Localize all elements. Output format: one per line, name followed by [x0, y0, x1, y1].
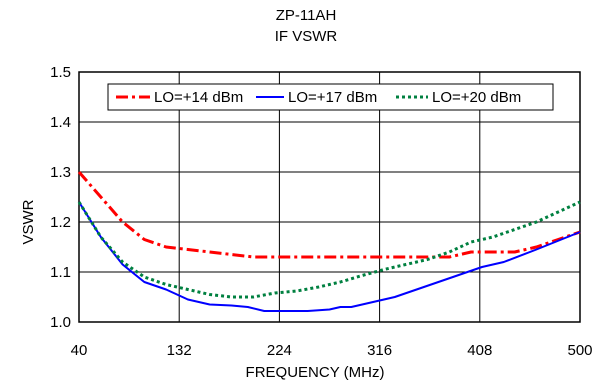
series-lines [77, 171, 581, 312]
legend-box [107, 83, 554, 111]
y-tick-label-5: 1.5 [50, 64, 71, 81]
y-tick-label-1: 1.1 [50, 264, 71, 281]
series-line-lo-17-dbm [78, 201, 581, 312]
plot-area-frame [78, 71, 581, 323]
y-axis-title: VSWR [20, 199, 37, 244]
series-line-lo-14-dbm [77, 171, 581, 259]
x-tick-label-5: 500 [567, 342, 592, 359]
y-tick-labels: 1.0 1.1 1.2 1.3 1.4 1.5 [50, 64, 71, 331]
x-tick-label-2: 224 [267, 342, 292, 359]
legend: LO=+14 dBm LO=+17 dBm LO=+20 dBm [107, 83, 554, 111]
y-tick-label-4: 1.4 [50, 114, 71, 131]
x-tick-label-0: 40 [71, 342, 88, 359]
y-tick-label-0: 1.0 [50, 314, 71, 331]
x-tick-labels: 40 132 224 316 408 500 [71, 342, 593, 359]
x-tick-label-1: 132 [167, 342, 192, 359]
chart-title: ZP-11AH [276, 7, 337, 24]
legend-label-lo14: LO=+14 dBm [154, 89, 243, 106]
x-tick-label-4: 408 [467, 342, 492, 359]
y-tick-label-3: 1.3 [50, 164, 71, 181]
y-tick-label-2: 1.2 [50, 214, 71, 231]
legend-label-lo17: LO=+17 dBm [288, 89, 377, 106]
legend-label-lo20: LO=+20 dBm [432, 89, 521, 106]
x-axis-title: FREQUENCY (MHz) [246, 364, 385, 381]
series-line-lo-20-dbm [77, 200, 581, 299]
x-tick-label-3: 316 [367, 342, 392, 359]
chart-subtitle: IF VSWR [275, 28, 338, 45]
